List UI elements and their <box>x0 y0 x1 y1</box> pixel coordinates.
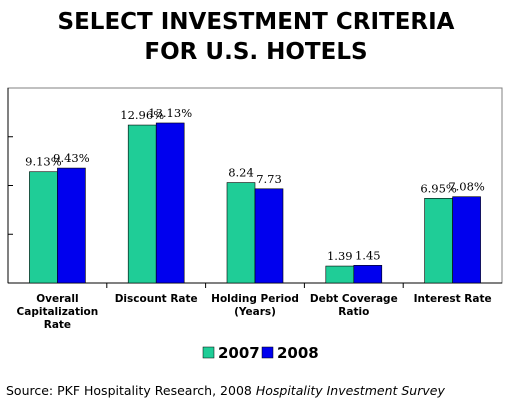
data-label-2007-4: 6.95% <box>420 181 457 195</box>
legend-swatch-2007 <box>202 346 215 359</box>
chart-title-line-1: SELECT INVESTMENT CRITERIA <box>58 9 455 35</box>
category-label-4-0: Interest Rate <box>414 293 492 305</box>
category-label-1-0: Discount Rate <box>115 293 198 305</box>
source-note: Source: PKF Hospitality Research, 2008 H… <box>6 383 445 398</box>
data-label-2008-3: 1.45 <box>355 248 381 262</box>
data-label-2008-4: 7.08% <box>448 180 485 194</box>
category-label-0-2: Rate <box>44 319 71 331</box>
data-label-2007-0: 9.13% <box>25 155 62 169</box>
legend: 2007 2008 <box>202 344 319 362</box>
category-label-2-0: Holding Period <box>211 293 299 305</box>
bar-2008-1 <box>155 122 185 284</box>
chart-title-line-2: FOR U.S. HOTELS <box>144 39 367 65</box>
data-labels: 9.13%9.43% 12.96%13.13% 8.24 7.73 1.39 1.45 6.… <box>25 106 485 263</box>
data-label-2007-3: 1.39 <box>327 249 353 263</box>
legend-label-2008: 2008 <box>277 344 319 362</box>
data-label-2007-1: 12.96% <box>120 108 164 122</box>
bar-2008-2 <box>254 188 284 284</box>
data-label-2008-0: 9.43% <box>53 151 90 165</box>
category-label-0-1: Capitalization <box>17 306 99 318</box>
legend-label-2007: 2007 <box>218 344 260 362</box>
data-label-2008-1: 13.13% <box>148 106 192 120</box>
bar-2008-3 <box>353 265 383 284</box>
bar-2008-0 <box>57 167 86 284</box>
bar-2007-4 <box>424 197 453 284</box>
bar-2007-1 <box>127 124 157 284</box>
bar-2007-0 <box>29 171 58 284</box>
bar-2008-4 <box>452 196 481 284</box>
bar-2007-3 <box>325 265 355 284</box>
data-label-2008-2: 7.73 <box>256 172 282 186</box>
category-label-0-0: Overall <box>36 293 78 305</box>
legend-swatch-2008 <box>261 346 274 359</box>
category-label-2-1: (Years) <box>234 306 276 318</box>
plot-area <box>7 87 503 288</box>
bar-2007-2 <box>226 182 256 284</box>
source-note-italic: Hospitality Investment Survey <box>256 383 446 398</box>
data-label-2007-2: 8.24 <box>228 166 254 180</box>
source-note-prefix: Source: PKF Hospitality Research, 2008 <box>6 383 256 398</box>
category-label-3-0: Debt Coverage <box>310 293 398 305</box>
category-label-3-1: Ratio <box>338 306 369 318</box>
